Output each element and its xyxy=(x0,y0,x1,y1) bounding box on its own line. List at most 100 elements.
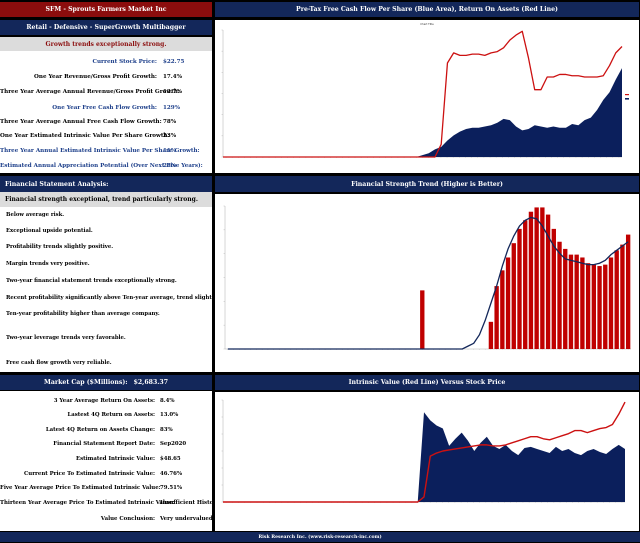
value-row: Estimated Intrinsic Value: $48.65 xyxy=(0,453,212,464)
value-row-value: 79.51% xyxy=(160,484,183,491)
strength-bar xyxy=(608,257,614,349)
fsa-highlight: Financial strength exceptional, trend pa… xyxy=(0,192,212,207)
growth-row-label: One Year Revenue/Gross Profit Growth: xyxy=(34,73,157,80)
growth-row: One Year Free Cash Flow Growth: 129% xyxy=(0,102,212,113)
strength-bar xyxy=(545,214,551,349)
growth-row-label: Estimated Annual Appreciation Potential … xyxy=(0,162,203,169)
value-row-value: Insufficient History xyxy=(160,499,220,506)
value-row-label: 3 Year Average Return On Assets: xyxy=(53,397,155,404)
strength-chart xyxy=(223,205,631,350)
growth-row: Three Year Average Annual Free Cash Flow… xyxy=(0,116,212,127)
growth-subtitle: Retail - Defensive - SuperGrowth Multiba… xyxy=(0,20,212,35)
value-row-label: Five Year Average Price To Estimated Int… xyxy=(0,484,161,491)
strength-bar xyxy=(568,254,574,349)
value-row-value: 46.76% xyxy=(160,470,183,477)
growth-row-value: 23% xyxy=(163,132,177,139)
growth-row-value: 17.4% xyxy=(163,73,182,80)
strength-bar xyxy=(505,257,511,349)
value-row-value: $48.65 xyxy=(160,455,181,462)
growth-row: Three Year Average Annual Revenue/Gross … xyxy=(0,86,212,97)
value-row: Five Year Average Price To Estimated Int… xyxy=(0,482,212,493)
intrinsic-chart-header: Intrinsic Value (Red Line) Versus Stock … xyxy=(215,375,639,390)
fsa-item: Ten-year profitability higher than avera… xyxy=(6,311,160,317)
growth-row: One Year Revenue/Gross Profit Growth: 17.… xyxy=(0,71,212,82)
fcf-chart-panel: Chart Title xyxy=(215,20,639,173)
value-row-label: Latest 4Q Return on Assets Change: xyxy=(45,426,155,433)
value-panel: 3 Year Average Return On Assets: 8.4% Last… xyxy=(0,391,220,531)
stock-price-area-series xyxy=(223,412,625,502)
strength-bar xyxy=(603,264,608,349)
value-row-label: Lastest 4Q Return on Assets: xyxy=(67,411,155,418)
strength-bar xyxy=(551,228,556,349)
growth-row-value: 78% xyxy=(163,118,177,125)
strength-bar xyxy=(585,263,591,349)
fsa-item: Exceptional upside potential. xyxy=(6,228,93,234)
value-row-value: 8.4% xyxy=(160,397,175,404)
strength-bar xyxy=(580,257,585,349)
growth-row-value: 12.7% xyxy=(163,88,182,95)
value-row-value: Very undervalued. xyxy=(160,515,215,522)
growth-row-label: One Year Free Cash Flow Growth: xyxy=(52,104,157,111)
strength-bar xyxy=(574,254,579,349)
value-row: Lastest 4Q Return on Assets: 13.0% xyxy=(0,409,212,420)
value-row: Current Price To Estimated Intrinsic Val… xyxy=(0,468,212,479)
fsa-item: Margin trends very positive. xyxy=(6,261,90,267)
strength-bar xyxy=(494,286,499,349)
value-row-value: 13.0% xyxy=(160,411,179,418)
value-row: Latest 4Q Return on Assets Change: 83% xyxy=(0,424,212,435)
fsa-item: Two-year leverage trends very favorable. xyxy=(6,335,126,341)
fsa-item: Free cash flow growth very reliable. xyxy=(6,360,112,366)
strength-bar xyxy=(625,234,631,349)
value-row-value: 83% xyxy=(160,426,173,433)
strength-bar xyxy=(511,243,516,349)
strength-bar xyxy=(557,241,562,349)
strength-chart-header: Financial Strength Trend (Higher is Bett… xyxy=(215,176,639,192)
strength-chart-panel xyxy=(215,194,639,372)
title-bar: SFM - Sprouts Farmers Market Inc xyxy=(0,2,212,17)
fcf-chart-legend-title: Chart Title xyxy=(420,22,434,26)
strength-bar xyxy=(597,266,602,349)
value-row: Thirteen Year Average Price To Estimated… xyxy=(0,497,220,508)
market-cap-label: Market Cap ($Millions): xyxy=(43,379,128,386)
strength-bar xyxy=(528,211,534,349)
fcf-legend-swatch-line xyxy=(625,94,629,96)
fsa-panel: Financial strength exceptional, trend pa… xyxy=(0,192,244,372)
growth-row-value: 11% xyxy=(163,147,177,154)
fcf-legend-swatch-area xyxy=(625,98,629,100)
strength-bar xyxy=(563,248,568,349)
market-cap-value: $2,683.37 xyxy=(133,379,169,386)
growth-panel: Growth trends exceptionally strong. Curr… xyxy=(0,37,212,173)
fsa-item: Two-year financial statement trends exce… xyxy=(6,278,177,284)
growth-row: Current Stock Price: $22.75 xyxy=(0,56,212,67)
value-row-label: Thirteen Year Average Price To Estimated… xyxy=(0,499,175,506)
value-row-label: Value Conclusion: xyxy=(100,515,155,522)
strength-bar xyxy=(540,207,545,349)
strength-trend-line xyxy=(227,216,629,350)
strength-bar xyxy=(523,220,528,349)
growth-row-value: $22.75 xyxy=(163,58,185,65)
fcf-chart-header: Pre-Tax Free Cash Flow Per Share (Blue A… xyxy=(215,2,639,17)
growth-row-value: 28% xyxy=(163,162,177,169)
intrinsic-chart-panel xyxy=(215,392,639,531)
growth-row-label: Current Stock Price: xyxy=(92,58,157,65)
fcf-area-series xyxy=(223,68,622,157)
strength-bar xyxy=(591,264,597,349)
fsa-header: Financial Statement Analysis: xyxy=(0,176,212,192)
growth-highlight: Growth trends exceptionally strong. xyxy=(0,37,212,51)
fsa-item: Below average risk. xyxy=(6,212,65,218)
intrinsic-chart xyxy=(221,399,626,503)
value-row: Value Conclusion: Very undervalued. xyxy=(0,513,215,524)
strength-bar xyxy=(614,250,619,349)
value-row-value: Sep2020 xyxy=(160,440,187,447)
value-row-label: Financial Statement Report Date: xyxy=(53,440,155,447)
value-row: Financial Statement Report Date: Sep2020 xyxy=(0,438,212,449)
roa-line-series xyxy=(223,30,623,158)
fsa-item: Recent profitability significantly above… xyxy=(6,295,244,301)
strength-bar xyxy=(534,207,539,349)
growth-row-value: 129% xyxy=(163,104,180,111)
fsa-item: Profitability trends slightly positive. xyxy=(6,244,114,250)
value-row: 3 Year Average Return On Assets: 8.4% xyxy=(0,395,212,406)
value-row-label: Current Price To Estimated Intrinsic Val… xyxy=(24,470,155,477)
growth-row-label: Three Year Average Annual Free Cash Flow… xyxy=(0,118,162,125)
strength-bar xyxy=(620,244,625,349)
